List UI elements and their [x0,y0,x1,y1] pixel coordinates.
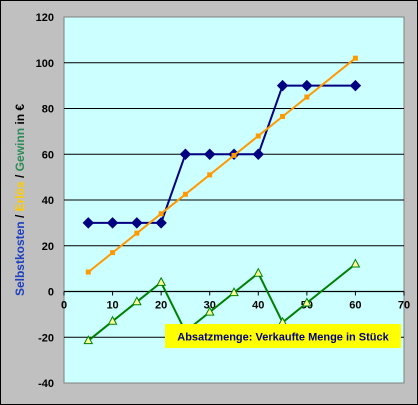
series-0-point [179,148,192,160]
series-0-point [204,148,216,160]
series-0-point [276,79,289,92]
series-2-point [350,258,361,268]
series-1-point [134,230,140,236]
series-2-point [156,276,166,286]
series-2-line [257,263,357,324]
y-axis-label-part: in € [13,104,27,128]
y-tick-label: 100 [36,58,54,70]
y-tick-label: 80 [42,104,54,116]
y-axis-label: Selbstkosten / Erlös / Gewinn in € [13,104,27,296]
x-tick-label: 10 [106,300,118,312]
series-1-point [255,133,261,139]
series-1 [85,55,358,275]
series-0-point [131,217,143,229]
x-tick-label: 60 [349,300,361,312]
x-tick-label: 70 [398,300,410,312]
annotation: Absatzmenge: Verkaufte Menge in Stück [165,324,401,348]
series-0-point [252,148,264,160]
y-tick-label: 20 [42,241,54,253]
y-axis-label-part: Gewinn [13,128,27,171]
series-0-point [349,79,362,92]
series-0-point [106,217,119,229]
series-1-point [280,114,286,120]
series-2-point [229,287,239,297]
series-2-point [253,267,264,277]
series-2-point [302,297,312,307]
series-0-line [257,84,356,155]
y-tick-label: 60 [42,149,54,161]
series-1-point [110,250,116,256]
annotation-box [165,324,401,348]
series-0-point [155,217,167,229]
x-tick-label: 20 [155,300,167,312]
series-1-point [207,172,213,178]
series-1-point [304,94,310,100]
series-0-point [301,79,313,92]
y-tick-label: -20 [38,332,54,344]
y-axis-label-part: / [13,211,27,221]
y-axis-label-part: Erlös [13,181,27,211]
series-2-line [87,281,162,342]
series-2-point [132,296,142,306]
y-axis-label-part: / [13,171,27,181]
series-2-point [204,306,215,316]
series-0-point [82,217,94,229]
series-1-point [158,211,164,217]
series-1-point [182,191,188,197]
x-tick-label: 40 [252,300,264,312]
series-1-point [352,55,358,61]
annotation-text: Absatzmenge: Verkaufte Menge in Stück [177,332,389,344]
y-tick-label: 0 [48,287,54,299]
x-tick-label: 0 [61,300,67,312]
series-2-point [83,335,94,345]
y-tick-label: 120 [36,12,54,24]
series-1-point [231,152,237,158]
y-tick-label: 40 [42,195,54,207]
y-tick-label: -40 [38,378,54,390]
y-axis-label-part: Selbstkosten [13,221,27,296]
series-group [82,55,362,345]
series-2-point [107,315,118,325]
tick-labels: -40-20020406080100120010203040506070 [36,12,410,390]
series-1-point [85,269,91,275]
